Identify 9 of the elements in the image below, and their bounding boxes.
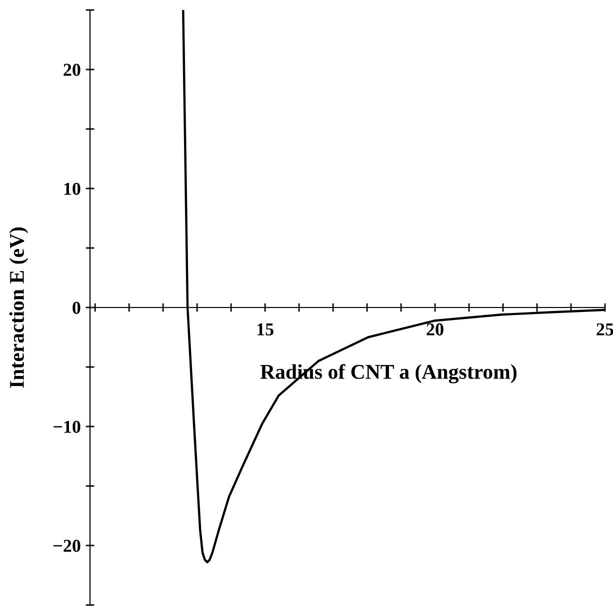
x-tick-label: 20: [426, 323, 444, 336]
x-tick-label: 15: [257, 323, 274, 336]
y-tick-label: 10: [64, 182, 80, 195]
y-tick-label: −20: [54, 540, 80, 552]
y-tick-label: 0: [72, 302, 80, 314]
x-tick-label: 25: [596, 323, 613, 336]
y-axis-title: Interaction E (eV): [9, 227, 28, 388]
y-tick-label: 20: [64, 64, 80, 76]
y-tick-label: −10: [54, 420, 80, 433]
